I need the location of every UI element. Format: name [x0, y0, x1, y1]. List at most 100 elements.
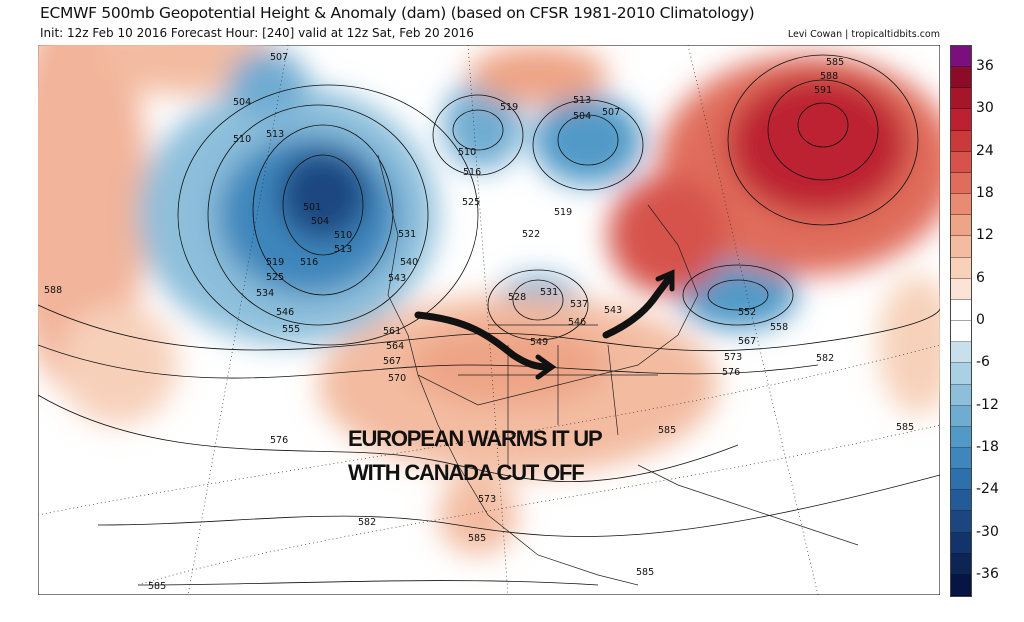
colorbar-swatch — [951, 532, 971, 554]
colorbar-swatch — [951, 88, 971, 110]
colorbar-tick-label: -36 — [976, 565, 999, 582]
contour-label: 555 — [282, 324, 300, 335]
contour-label: 501 — [303, 202, 321, 213]
contour-label: 573 — [724, 352, 742, 363]
colorbar-swatch — [951, 299, 971, 322]
contour-label: 525 — [462, 197, 480, 208]
contour-label: 552 — [738, 307, 756, 318]
contour-label: 510 — [458, 147, 476, 158]
colorbar-swatch — [951, 172, 971, 195]
contour-label: 585 — [896, 422, 914, 433]
colorbar-swatch — [951, 236, 971, 258]
contour-label: 513 — [573, 95, 591, 106]
graticule — [38, 45, 940, 595]
contour-label: 567 — [383, 356, 401, 367]
contour-label: 510 — [233, 134, 251, 145]
colorbar-tick-label: 18 — [976, 185, 994, 202]
contour-label: 531 — [540, 287, 558, 298]
contour-label: 519 — [554, 207, 572, 218]
contour-label: 540 — [400, 257, 418, 268]
contour-label: 513 — [334, 244, 352, 255]
colorbar-swatch — [951, 447, 971, 470]
contour-label: 591 — [814, 85, 832, 96]
colorbar-swatch — [951, 151, 971, 173]
colorbar-swatch — [951, 257, 971, 279]
anomaly-shading: 507 504 510 513 501 504 510 513 516 519 … — [38, 45, 940, 595]
contour-label: 504 — [311, 216, 329, 227]
contour-label: 546 — [276, 307, 294, 318]
arrow-east — [602, 273, 674, 339]
contour-label: 507 — [602, 107, 620, 118]
contour-label: 588 — [44, 285, 62, 296]
colorbar-swatch — [951, 194, 971, 216]
map-subtitle: Init: 12z Feb 10 2016 Forecast Hour: [24… — [40, 26, 474, 40]
contour-label: 585 — [826, 57, 844, 68]
annotation-line-1: EUROPEAN WARMS IT UP — [348, 426, 603, 451]
colorbar-swatch — [951, 342, 971, 364]
contour-label: 534 — [256, 288, 274, 299]
colorbar-tick-label: -30 — [976, 523, 999, 540]
contour-labels: 507 504 510 513 501 504 510 513 516 519 … — [44, 52, 914, 592]
colorbar-swatch — [951, 130, 971, 152]
annotation-line-2: WITH CANADA CUT OFF — [348, 460, 585, 485]
contour-label: 504 — [233, 97, 251, 108]
contour-label: 576 — [722, 367, 740, 378]
arrow-arrowhead-east — [655, 269, 675, 292]
contour-label: 525 — [266, 272, 284, 283]
contour-label: 564 — [386, 341, 404, 352]
colorbar-swatch — [951, 511, 971, 533]
contour-label: 522 — [522, 229, 540, 240]
contour-label: 582 — [816, 353, 834, 364]
contour-label: 510 — [334, 230, 352, 241]
colorbar-swatch — [951, 67, 971, 89]
colorbar-tick-label: 6 — [976, 269, 985, 286]
colorbar-swatch — [951, 109, 971, 131]
contour-label: 582 — [358, 517, 376, 528]
arrow-arrowhead-west — [535, 354, 557, 380]
colorbar-swatch — [951, 469, 971, 491]
contour-label: 516 — [300, 257, 318, 268]
contour-label: 570 — [388, 373, 406, 384]
colorbar-tick-label: 24 — [976, 142, 994, 159]
colorbar-tick-label: 30 — [976, 100, 994, 117]
colorbar-swatch — [951, 215, 971, 237]
contour-label: 585 — [148, 581, 166, 592]
colorbar-swatch — [951, 490, 971, 512]
contour-label: 543 — [604, 305, 622, 316]
map-title: ECMWF 500mb Geopotential Height & Anomal… — [40, 4, 755, 22]
colorbar-swatch — [951, 553, 971, 575]
contour-label: 546 — [568, 317, 586, 328]
colorbar-swatch — [951, 278, 971, 300]
contour-label: 516 — [463, 167, 481, 178]
contour-label: 537 — [570, 299, 588, 310]
height-contours — [38, 54, 940, 586]
colorbar-tick-label: 12 — [976, 227, 994, 244]
coastlines — [377, 154, 859, 586]
contour-label: 531 — [398, 229, 416, 240]
flow-arrows — [414, 269, 675, 380]
colorbar-tick-label: -12 — [976, 396, 999, 413]
contour-label: 588 — [820, 71, 838, 82]
colorbar-tick-label: -6 — [976, 354, 990, 371]
contour-label: 543 — [388, 273, 406, 284]
colorbar-swatch — [951, 321, 971, 343]
arrow-west — [414, 311, 552, 371]
contour-label: 519 — [266, 257, 284, 268]
colorbar-swatch — [951, 363, 971, 385]
contour-label: 528 — [508, 292, 526, 303]
contour-label: 576 — [270, 435, 288, 446]
contour-label: 585 — [658, 425, 676, 436]
colorbar-tick-label: -18 — [976, 438, 999, 455]
colorbar-tick-label: -24 — [976, 481, 999, 498]
contour-label: 507 — [270, 52, 288, 63]
colorbar-tick-label: 36 — [976, 58, 994, 75]
colorbar-swatch — [951, 574, 971, 597]
contour-label: 585 — [636, 567, 654, 578]
colorbar-swatch — [951, 384, 971, 406]
colorbar-swatch — [951, 426, 971, 448]
contour-label: 549 — [530, 337, 548, 348]
credit: Levi Cowan | tropicaltidbits.com — [787, 29, 940, 40]
contour-label: 558 — [770, 322, 788, 333]
contour-label: 513 — [266, 129, 284, 140]
contour-label: 567 — [738, 336, 756, 347]
